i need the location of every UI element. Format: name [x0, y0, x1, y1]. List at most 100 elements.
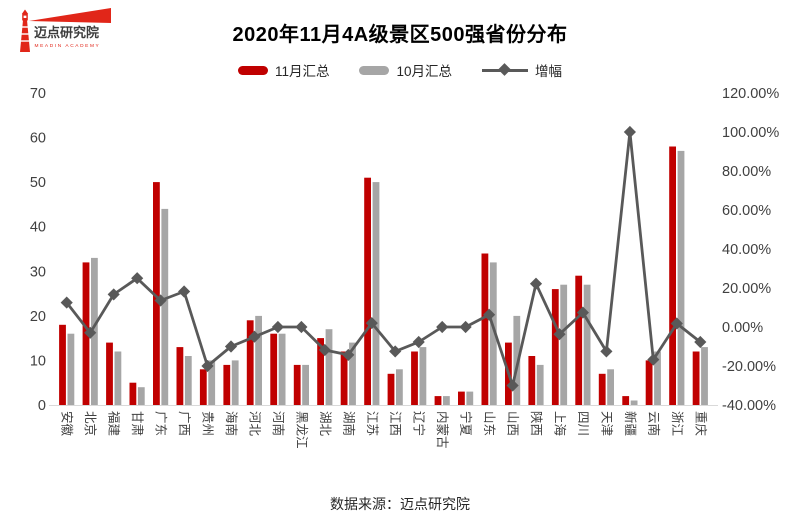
x-axis-label: 黑龙江	[294, 411, 308, 449]
bar-november	[199, 369, 207, 405]
bar-november	[364, 177, 371, 405]
bar-october	[513, 315, 521, 405]
right-axis-tick-label: -40.00%	[722, 398, 776, 414]
x-axis-label: 上海	[553, 411, 568, 437]
bar-november	[669, 146, 676, 405]
bar-november	[317, 338, 324, 405]
meadin-logo: 迈点研究院 MEADIN ACADEMY	[20, 8, 111, 52]
x-axis-label: 广西	[177, 411, 191, 436]
bar-november	[153, 182, 160, 405]
x-axis-label: 河北	[247, 411, 261, 437]
x-axis-label: 贵州	[201, 411, 215, 436]
x-axis-label: 江苏	[365, 411, 380, 436]
legend-item-october: 10月汇总	[359, 60, 452, 80]
x-axis-label: 安徽	[60, 411, 75, 437]
growth-marker	[154, 294, 167, 307]
growth-marker	[342, 348, 355, 361]
bar-november	[129, 382, 137, 405]
growth-marker	[224, 340, 238, 353]
bar-november	[387, 373, 395, 405]
bar-october	[443, 396, 450, 405]
growth-marker	[201, 359, 214, 373]
growth-marker	[459, 320, 472, 334]
bar-november	[622, 396, 630, 405]
growth-marker	[295, 320, 308, 334]
bar-october	[677, 150, 685, 405]
left-axis-tick-label: 40	[30, 220, 46, 236]
bar-november	[575, 275, 583, 405]
x-axis-label: 天津	[599, 411, 613, 436]
growth-marker	[318, 343, 331, 357]
right-axis-tick-label: -20.00%	[722, 359, 776, 375]
left-axis-tick-label: 20	[30, 309, 46, 325]
growth-marker	[365, 317, 378, 330]
growth-marker	[131, 272, 144, 285]
bar-october	[278, 333, 286, 405]
x-axis-label: 陕西	[529, 411, 544, 436]
bar-november	[645, 360, 653, 405]
growth-marker	[60, 296, 73, 309]
x-axis-label: 辽宁	[412, 411, 427, 436]
x-axis-label: 云南	[646, 411, 661, 436]
x-axis-label: 甘肃	[130, 411, 144, 436]
bar-november	[411, 351, 418, 405]
lighthouse-tower-icon	[20, 20, 30, 52]
growth-marker	[483, 308, 496, 321]
x-axis-label: 宁夏	[459, 411, 474, 437]
bar-october	[654, 351, 661, 405]
bar-october	[114, 351, 122, 405]
left-axis-tick-label: 30	[30, 264, 46, 280]
x-axis-label: 山东	[482, 411, 496, 436]
legend-swatch-october	[359, 65, 390, 75]
right-axis-tick-label: 100.00%	[722, 125, 779, 141]
growth-marker	[529, 277, 543, 290]
bar-october	[419, 347, 427, 405]
left-axis-tick-label: 10	[30, 353, 46, 369]
x-axis-label: 海南	[224, 411, 239, 436]
right-axis-tick-label: 60.00%	[722, 203, 771, 219]
bar-october	[466, 391, 474, 405]
bar-november	[434, 396, 442, 405]
right-axis-tick-label: 40.00%	[722, 242, 771, 258]
bar-november	[340, 351, 348, 405]
x-axis-label: 河南	[271, 411, 286, 436]
combo-chart: 0 10 20 30 40 50 60 70 -40.00% -20.00% 0.00% 20.00%…	[30, 86, 779, 449]
x-axis-label: 新疆	[623, 411, 638, 436]
chart-area: 0 10 20 30 40 50 60 70 -40.00% -20.00% 0.00% 20.00%…	[0, 85, 800, 465]
bar-october	[161, 208, 169, 405]
bar-november	[246, 320, 254, 405]
growth-line	[65, 130, 702, 387]
bar-october	[630, 400, 638, 405]
bar-november	[692, 351, 700, 405]
bar-november	[176, 347, 184, 405]
left-axis-tick-label: 0	[38, 398, 46, 414]
bar-october	[607, 369, 614, 405]
legend-item-growth: 增幅	[482, 60, 562, 80]
bar-november	[458, 391, 465, 405]
chart-title: 2020年11月4A级景区500强省份分布	[232, 24, 568, 46]
bar-october	[560, 284, 568, 405]
x-axis-label: 山西	[506, 411, 520, 436]
bar-october	[208, 360, 216, 405]
x-axis-label: 湖北	[318, 411, 333, 437]
legend-diamond-icon	[498, 62, 511, 76]
bar-november	[293, 364, 301, 405]
growth-marker	[576, 306, 589, 319]
right-axis-tick-label: 0.00%	[722, 320, 763, 336]
growth-marker	[178, 285, 191, 298]
bar-october	[372, 182, 380, 405]
growth-marker	[623, 125, 636, 139]
lighthouse-dome-icon	[21, 9, 29, 14]
x-axis-label: 内蒙古	[435, 411, 450, 449]
legend-label-november: 11月汇总	[274, 64, 330, 79]
bar-october	[349, 342, 356, 405]
bar-november	[106, 342, 113, 405]
x-axis-label: 江西	[388, 411, 402, 436]
bar-november	[528, 356, 536, 405]
bar-october	[184, 356, 192, 405]
growth-marker	[600, 345, 613, 358]
x-axis-label: 广东	[154, 411, 168, 436]
x-axis-label: 北京	[83, 411, 97, 436]
left-axis-tick-label: 70	[30, 86, 46, 102]
